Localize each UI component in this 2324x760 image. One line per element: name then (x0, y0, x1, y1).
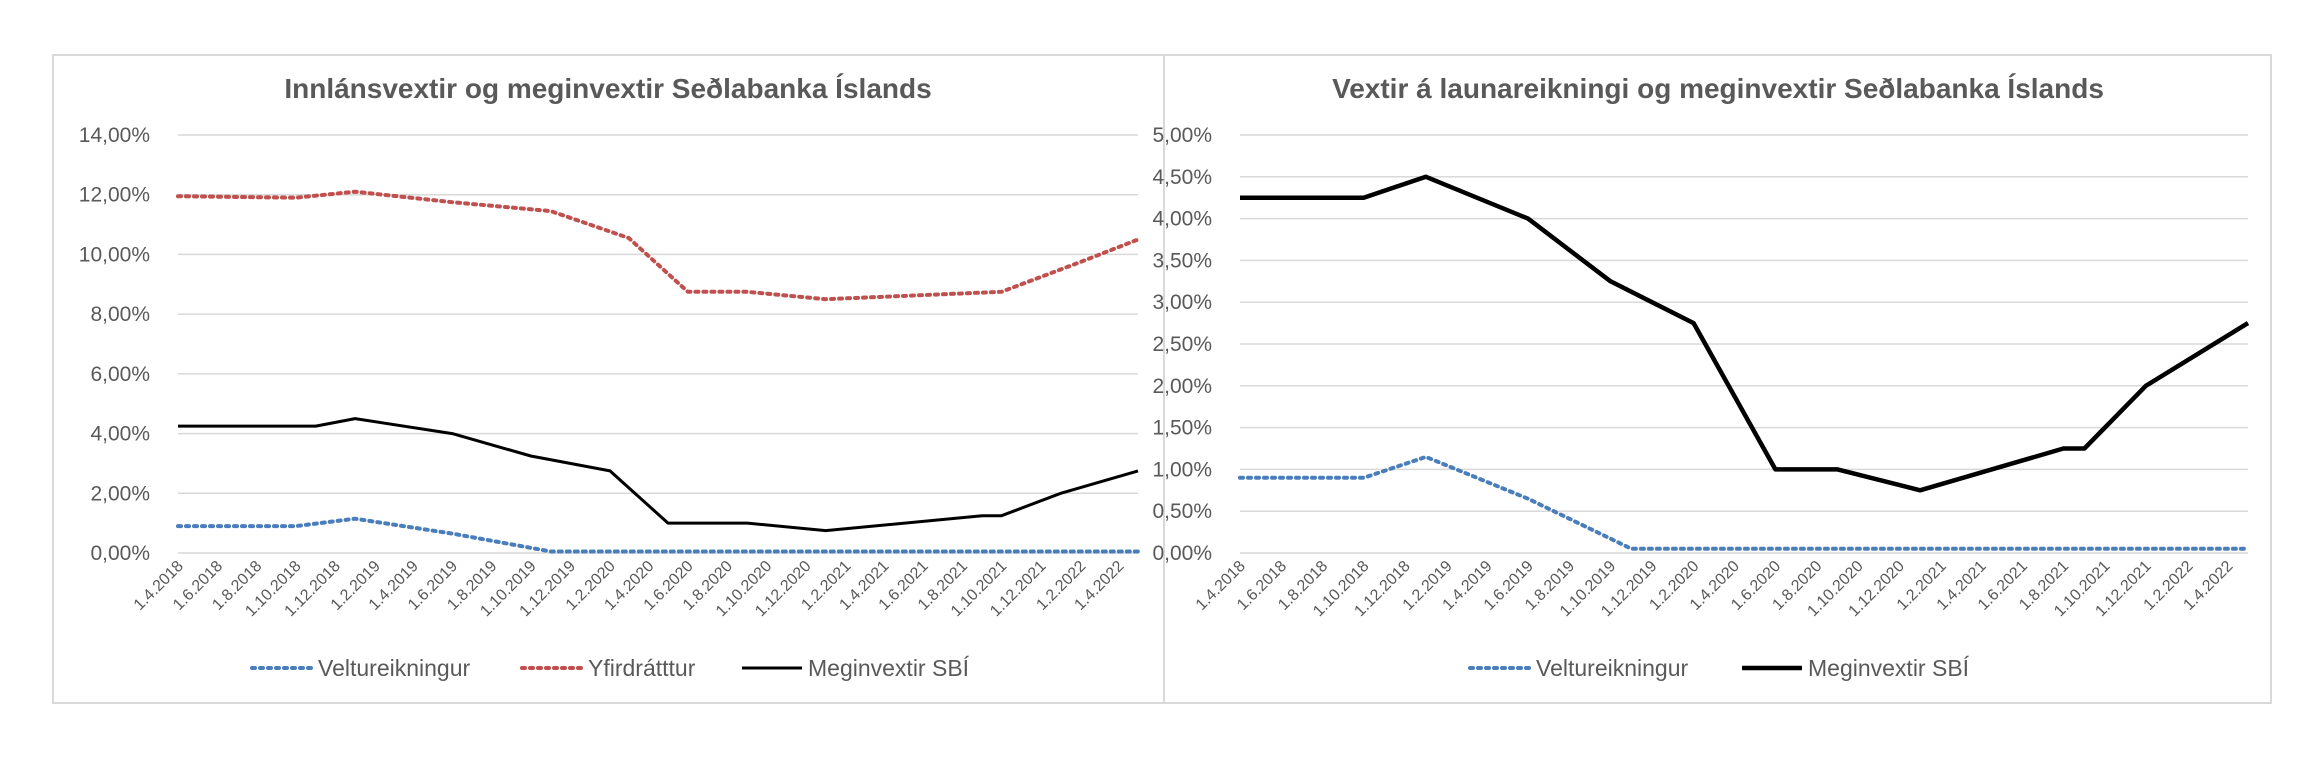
chart-right: Vextir á launareikningi og meginvextir S… (1152, 73, 2250, 681)
series-line-veltureikningur (1238, 454, 2250, 551)
legend-label: Veltureikningur (318, 655, 470, 681)
series-line-meginvextir-sb- (1240, 174, 2250, 493)
y-tick-label: 2,00% (90, 482, 150, 505)
series-line-yfirdr-tttur (176, 189, 1140, 302)
y-tick-label: 1,50% (1152, 417, 1212, 440)
legend-label: Meginvextir SBÍ (808, 655, 970, 681)
legend-label: Yfirdrátttur (588, 655, 696, 681)
y-tick-label: 10,00% (79, 243, 150, 266)
y-tick-label: 4,00% (1152, 208, 1212, 231)
y-tick-label: 0,00% (1152, 542, 1212, 565)
y-tick-label: 14,00% (79, 124, 150, 147)
chart-title: Innlánsvextir og meginvextir Seðlabanka … (284, 73, 931, 104)
y-tick-label: 4,50% (1152, 166, 1212, 189)
y-tick-label: 5,00% (1152, 124, 1212, 147)
y-tick-label: 1,00% (1152, 458, 1212, 481)
y-tick-label: 8,00% (90, 303, 150, 326)
chart-left: Innlánsvextir og meginvextir Seðlabanka … (79, 73, 1140, 681)
outer-frame (52, 54, 2272, 704)
legend-label: Veltureikningur (1536, 655, 1688, 681)
y-tick-label: 3,50% (1152, 249, 1212, 272)
y-tick-label: 2,50% (1152, 333, 1212, 356)
y-tick-label: 3,00% (1152, 291, 1212, 314)
series-line-veltureikningur (176, 516, 1140, 554)
y-tick-label: 2,00% (1152, 375, 1212, 398)
y-tick-label: 4,00% (90, 423, 150, 446)
legend-label: Meginvextir SBÍ (1808, 655, 1970, 681)
y-tick-label: 12,00% (79, 184, 150, 207)
y-tick-label: 0,50% (1152, 500, 1212, 523)
y-tick-label: 6,00% (90, 363, 150, 386)
series-line-meginvextir-sb- (178, 417, 1139, 533)
y-tick-label: 0,00% (90, 542, 150, 565)
chart-title: Vextir á launareikningi og meginvextir S… (1332, 73, 2104, 104)
